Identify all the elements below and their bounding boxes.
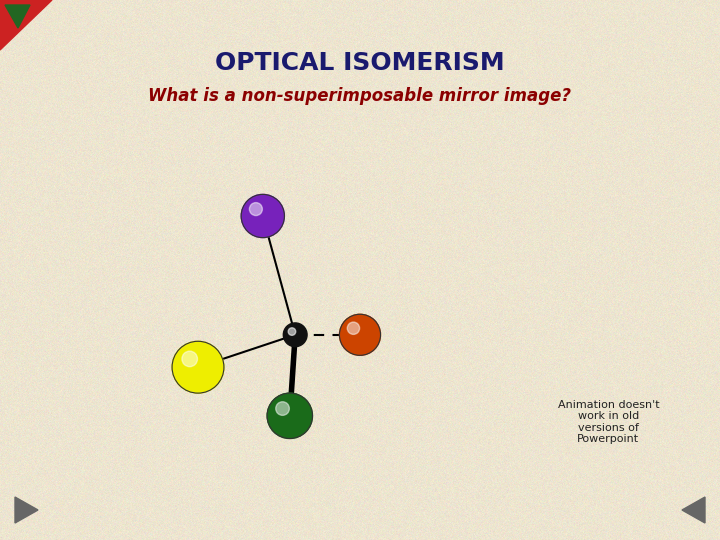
Polygon shape [15,497,38,523]
Circle shape [284,323,307,347]
Circle shape [241,194,284,238]
Polygon shape [0,0,52,50]
Polygon shape [5,5,30,28]
Polygon shape [682,497,705,523]
Circle shape [340,314,380,355]
Circle shape [182,351,197,367]
Text: What is a non-superimposable mirror image?: What is a non-superimposable mirror imag… [148,87,572,105]
Circle shape [267,393,312,438]
Circle shape [276,402,289,415]
Circle shape [288,328,296,335]
Circle shape [347,322,359,334]
Text: OPTICAL ISOMERISM: OPTICAL ISOMERISM [215,51,505,75]
Text: Animation doesn't
work in old
versions of
Powerpoint: Animation doesn't work in old versions o… [557,400,660,444]
Circle shape [249,202,262,215]
Circle shape [172,341,224,393]
